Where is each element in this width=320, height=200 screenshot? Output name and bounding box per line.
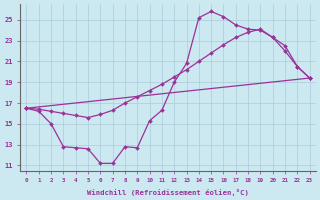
X-axis label: Windchill (Refroidissement éolien,°C): Windchill (Refroidissement éolien,°C): [87, 189, 249, 196]
